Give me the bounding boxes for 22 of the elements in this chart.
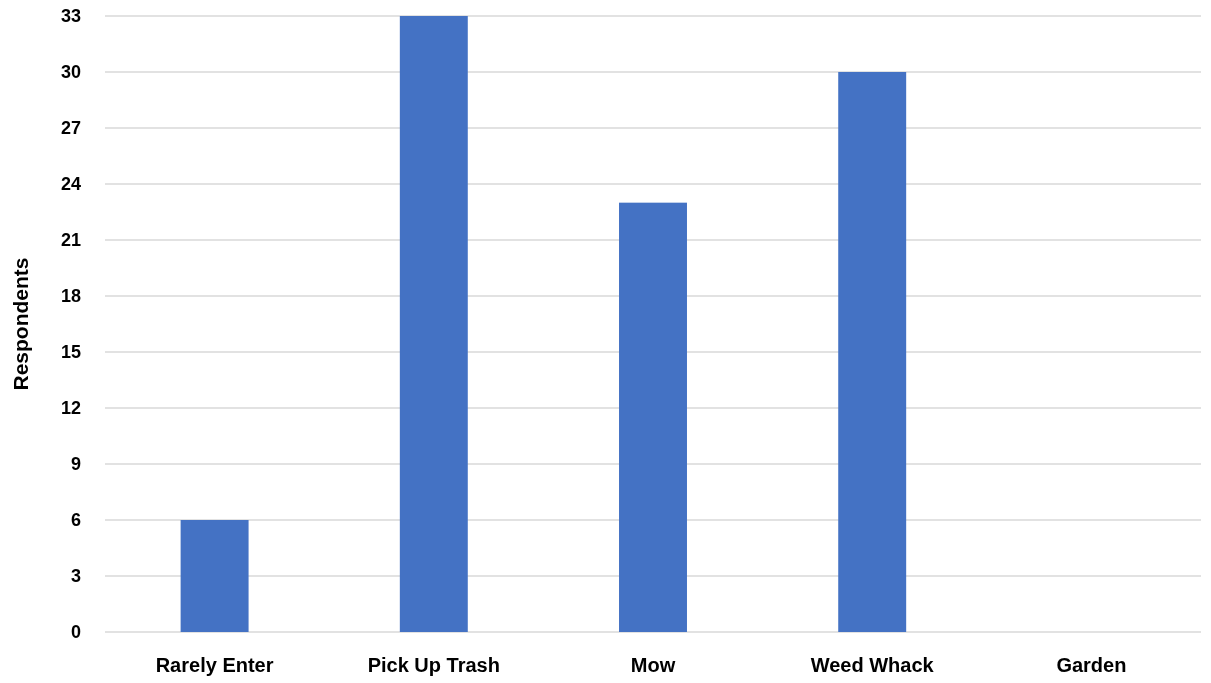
y-tick-label: 30 — [60, 62, 81, 83]
y-tick-label: 12 — [60, 398, 81, 419]
y-tick-label: 15 — [60, 342, 81, 363]
x-tick-label: Garden — [1056, 654, 1127, 676]
y-tick-label: 21 — [60, 230, 81, 251]
x-tick-label: Pick Up Trash — [367, 654, 500, 676]
y-tick-label: 27 — [60, 118, 81, 139]
y-tick-label: 33 — [60, 6, 81, 27]
bar — [399, 16, 468, 632]
y-tick-label: 6 — [70, 510, 81, 531]
x-tick-label: Rarely Enter — [155, 654, 274, 676]
y-tick-label: 18 — [60, 286, 81, 307]
x-tick-label: Weed Whack — [810, 654, 935, 676]
x-tick-label: Mow — [630, 654, 676, 676]
y-axis-title: Respondents — [9, 257, 32, 391]
y-tick-label: 0 — [70, 622, 81, 643]
bar — [838, 72, 907, 632]
y-tick-label: 3 — [70, 566, 81, 587]
bar — [180, 520, 249, 632]
bar — [619, 202, 687, 632]
y-tick-label: 9 — [70, 454, 81, 475]
y-tick-label: 24 — [60, 174, 81, 195]
